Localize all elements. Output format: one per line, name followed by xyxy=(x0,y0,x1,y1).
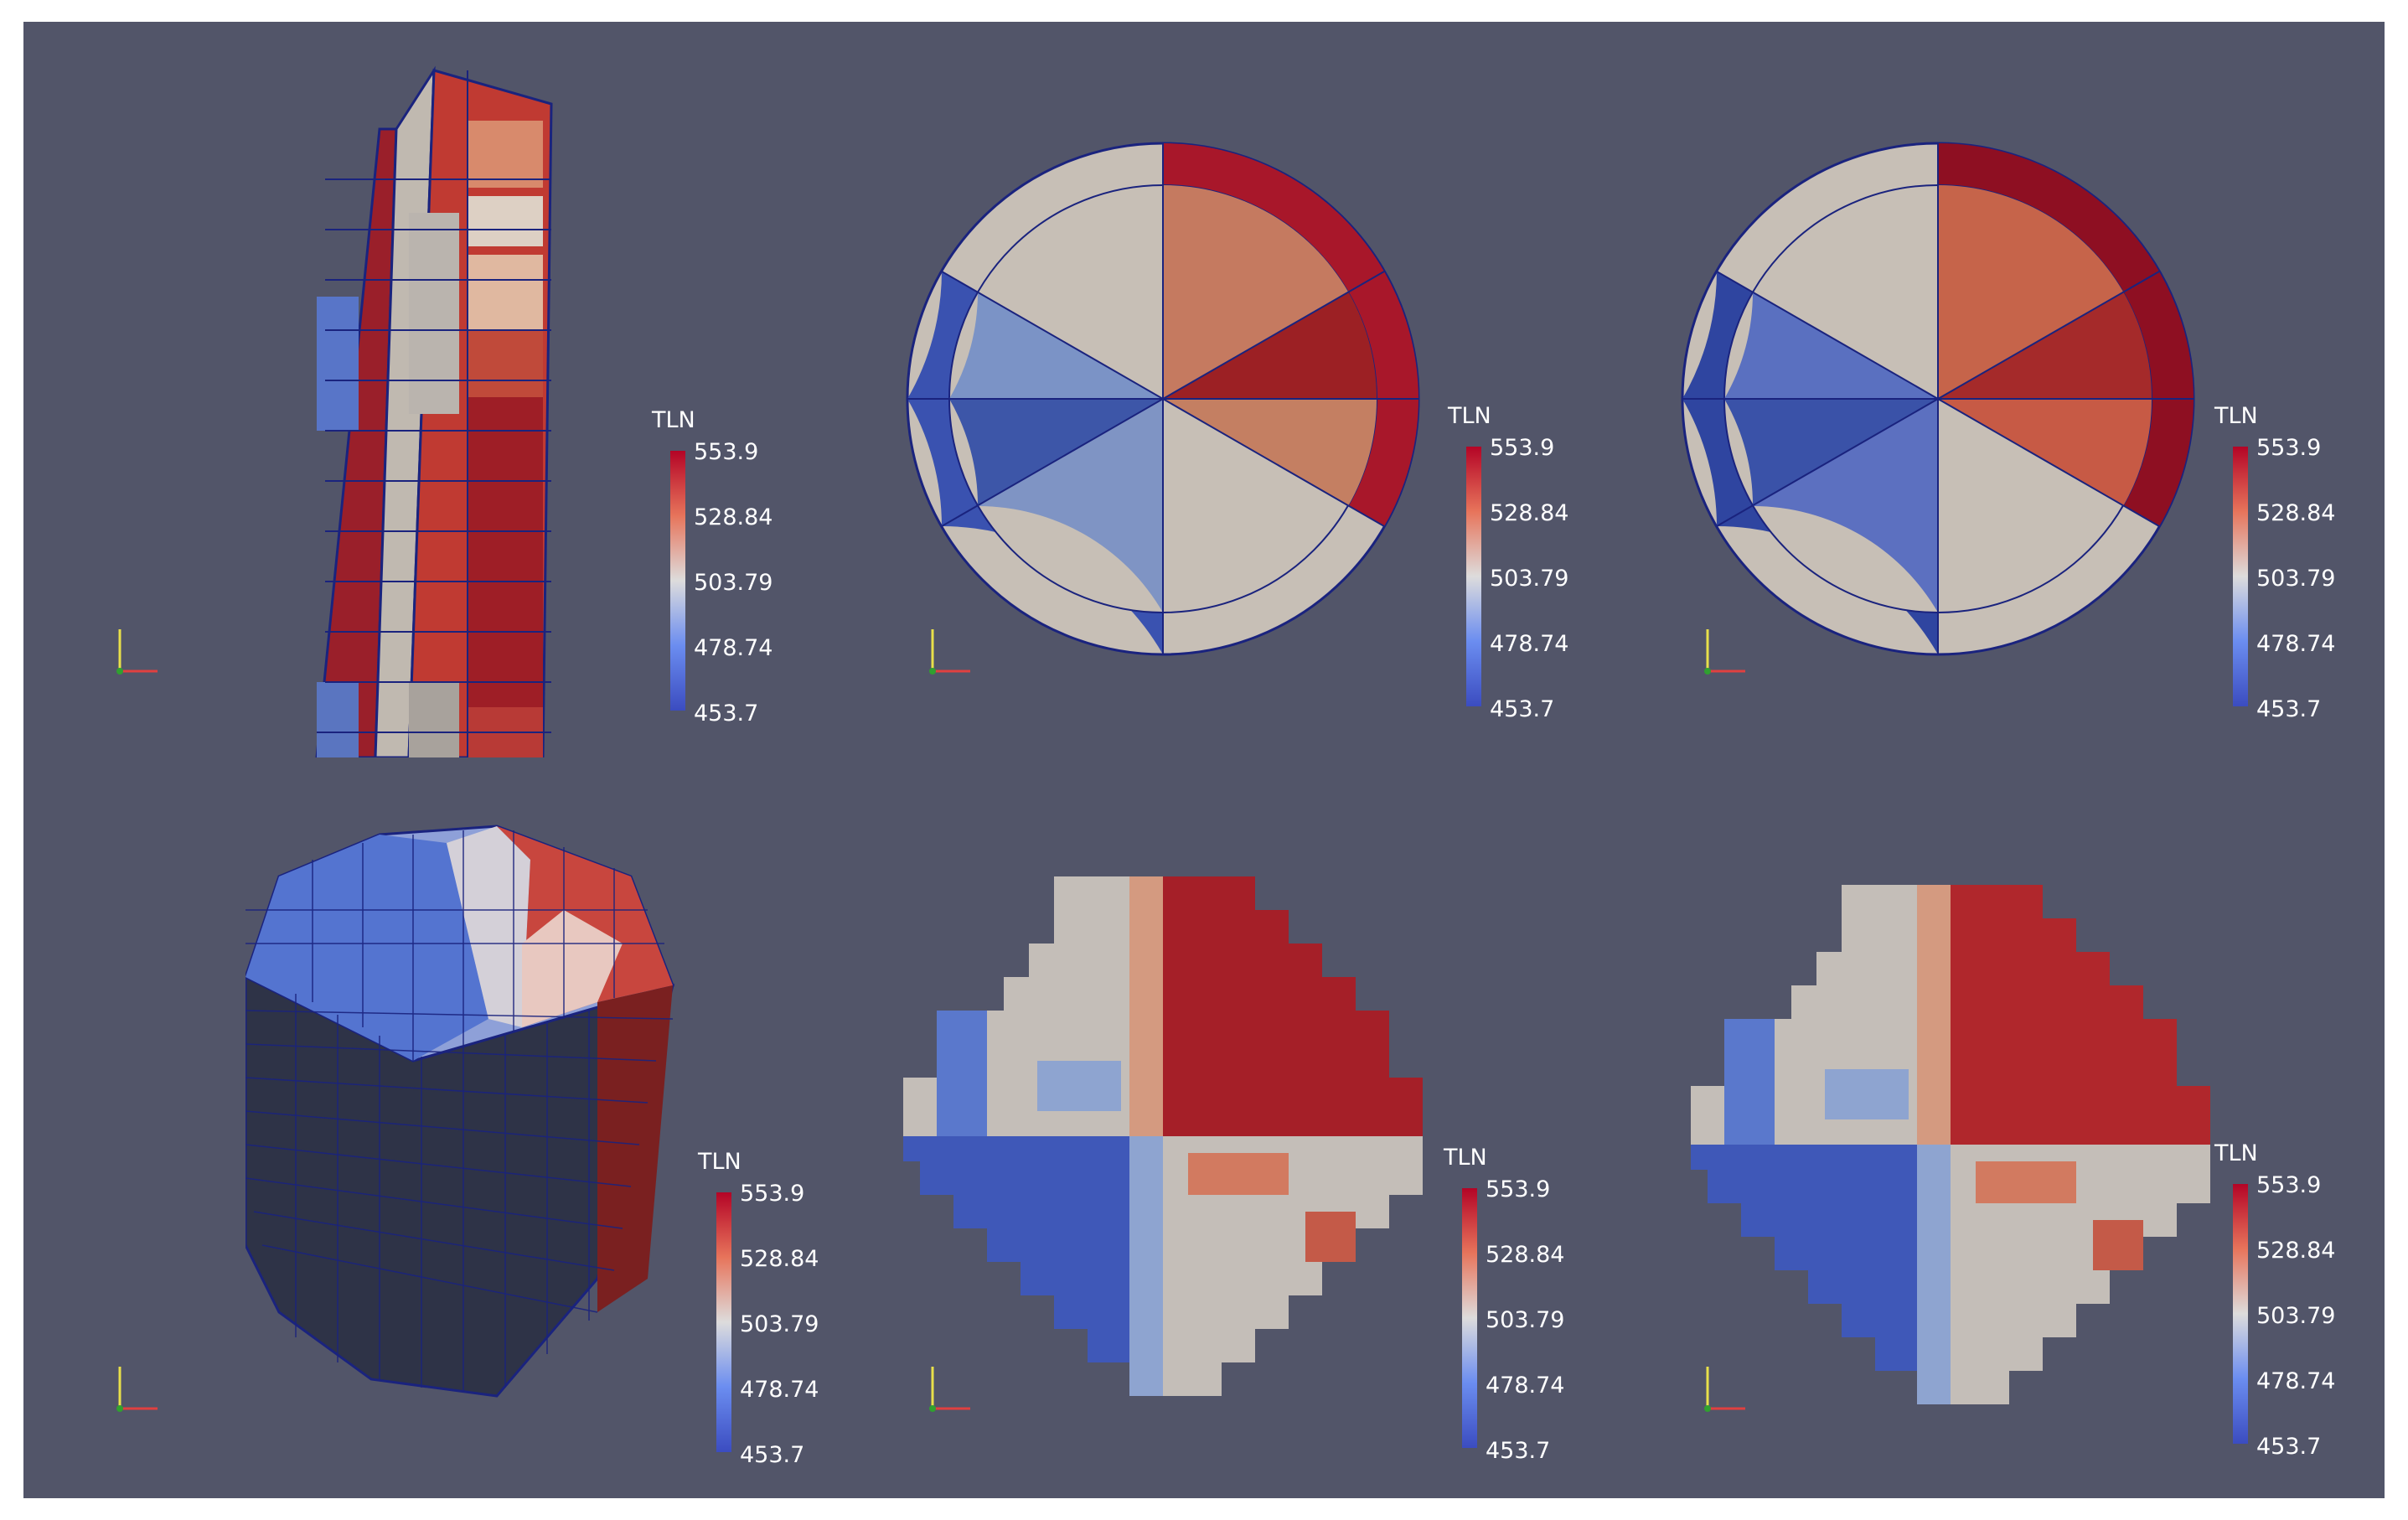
color-legend[interactable]: TLN 553.9 528.84 503.79 478.74 453.7 xyxy=(698,1149,824,1501)
legend-tick: 478.74 xyxy=(2256,1368,2336,1394)
legend-tick: 453.7 xyxy=(740,1442,805,1468)
legend-tick: 528.84 xyxy=(1486,1242,1565,1268)
legend-tick: 553.9 xyxy=(2256,1172,2322,1198)
legend-tick: 453.7 xyxy=(694,701,759,726)
legend-title: TLN xyxy=(698,1149,742,1175)
orientation-axes-icon xyxy=(116,629,158,675)
legend-tick: 478.74 xyxy=(2256,631,2336,657)
legend-tick: 553.9 xyxy=(1490,435,1555,461)
color-legend[interactable]: TLN 553.9 528.84 503.79 478.74 453.7 xyxy=(2214,403,2340,755)
color-legend[interactable]: TLN 553.9 528.84 503.79 478.74 453.7 xyxy=(1448,403,1573,755)
color-legend[interactable]: TLN 553.9 528.84 503.79 478.74 453.7 xyxy=(2214,1140,2340,1492)
legend-title: TLN xyxy=(652,407,695,433)
panel-3d-wedge[interactable] xyxy=(300,45,610,757)
legend-tick: 553.9 xyxy=(2256,435,2322,461)
panel-3d-voxel[interactable] xyxy=(245,809,706,1438)
color-legend[interactable]: TLN 553.9 528.84 503.79 478.74 453.7 xyxy=(1444,1145,1569,1497)
legend-tick: 478.74 xyxy=(740,1377,819,1403)
panel-pin-section-1[interactable] xyxy=(903,139,1423,659)
legend-tick: 453.7 xyxy=(2256,696,2322,722)
legend-tick: 503.79 xyxy=(1486,1307,1565,1333)
orientation-axes-icon xyxy=(1704,1367,1745,1412)
orientation-axes-icon xyxy=(929,629,970,675)
legend-color-bar xyxy=(670,451,685,711)
panel-pin-section-2[interactable] xyxy=(1678,139,2198,659)
pin-section-render-2 xyxy=(1681,142,2195,656)
color-legend[interactable]: TLN 553.9 528.84 503.79 478.74 453.7 xyxy=(652,407,778,759)
legend-tick: 528.84 xyxy=(694,504,773,530)
legend-tick: 528.84 xyxy=(2256,1238,2336,1264)
legend-color-bar xyxy=(716,1192,731,1452)
legend-tick: 503.79 xyxy=(1490,566,1569,592)
legend-color-bar xyxy=(1462,1188,1477,1448)
legend-tick: 553.9 xyxy=(694,439,759,465)
legend-tick: 553.9 xyxy=(1486,1176,1551,1202)
render-viewport[interactable]: TLN 553.9 528.84 503.79 478.74 453.7 TLN… xyxy=(23,22,2385,1498)
legend-tick: 478.74 xyxy=(1490,631,1569,657)
legend-tick: 453.7 xyxy=(1486,1438,1551,1464)
legend-tick: 528.84 xyxy=(2256,500,2336,526)
legend-tick: 528.84 xyxy=(1490,500,1569,526)
legend-color-bar xyxy=(2233,447,2248,706)
voxel-3d-render xyxy=(245,825,675,1398)
legend-tick: 503.79 xyxy=(694,570,773,596)
legend-tick: 553.9 xyxy=(740,1181,805,1207)
legend-tick: 478.74 xyxy=(694,635,773,661)
orientation-axes-icon xyxy=(929,1367,970,1412)
legend-tick: 453.7 xyxy=(2256,1434,2322,1460)
legend-tick: 453.7 xyxy=(1490,696,1555,722)
legend-title: TLN xyxy=(2214,1140,2258,1166)
legend-tick: 503.79 xyxy=(2256,1303,2336,1329)
legend-title: TLN xyxy=(2214,403,2258,429)
pin-section-render-1 xyxy=(906,142,1420,656)
legend-color-bar xyxy=(2233,1184,2248,1444)
wedge-3d-render xyxy=(315,65,553,757)
legend-tick: 478.74 xyxy=(1486,1373,1565,1399)
legend-tick: 528.84 xyxy=(740,1246,819,1272)
orientation-axes-icon xyxy=(116,1367,158,1412)
legend-tick: 503.79 xyxy=(2256,566,2336,592)
legend-tick: 503.79 xyxy=(740,1311,819,1337)
voxel-section-render-1 xyxy=(903,876,1423,1396)
legend-title: TLN xyxy=(1448,403,1491,429)
voxel-section-render-2 xyxy=(1691,885,2210,1404)
panel-voxel-section-1[interactable] xyxy=(903,876,1423,1396)
legend-color-bar xyxy=(1466,447,1481,706)
legend-title: TLN xyxy=(1444,1145,1487,1171)
panel-voxel-section-2[interactable] xyxy=(1691,885,2210,1404)
orientation-axes-icon xyxy=(1704,629,1745,675)
